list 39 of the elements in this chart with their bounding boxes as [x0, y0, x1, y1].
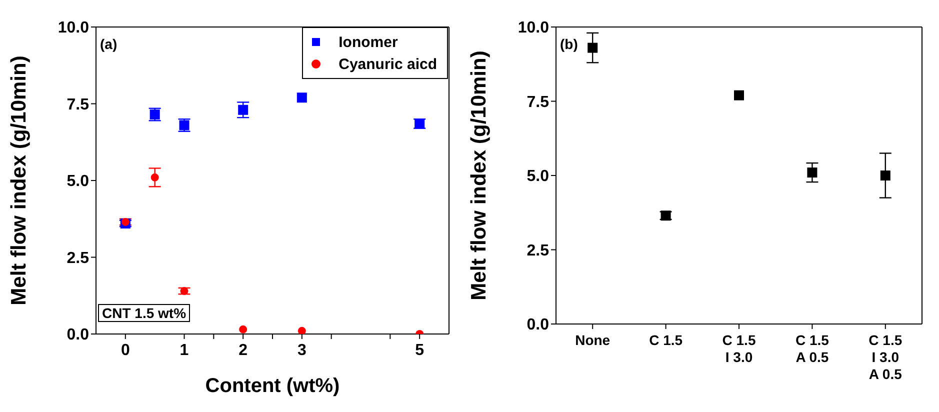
- y-tick-label: 7.5: [66, 96, 90, 114]
- point: [880, 170, 890, 180]
- y-tick-label: 0.0: [526, 316, 550, 334]
- y-tick-label: 2.5: [526, 242, 550, 260]
- legend-label: Ionomer: [338, 34, 398, 50]
- x-tick-label: C 1.5 A 0.5: [795, 332, 830, 365]
- point: [239, 325, 248, 334]
- y-tick-label: 5.0: [66, 173, 90, 190]
- x-tick-label: 5: [415, 342, 424, 359]
- x-tick-label: 1: [180, 342, 189, 359]
- legend-label: Cyanuric aicd: [338, 56, 437, 72]
- point: [734, 90, 744, 100]
- y-tick-label: 5.0: [526, 168, 550, 186]
- point: [238, 104, 248, 115]
- y-tick-label: 10.0: [518, 20, 550, 37]
- point: [807, 168, 818, 178]
- point: [121, 218, 130, 226]
- annotation: CNT 1.5 wt%: [98, 304, 190, 322]
- point: [150, 173, 159, 182]
- y-tick-label: 7.5: [526, 94, 550, 111]
- annotation: (b): [560, 36, 578, 52]
- x-tick-label: C 1.5 I 3.0 A 0.5: [868, 332, 902, 382]
- y-tick-label: 0.0: [66, 326, 90, 344]
- y-tick-label: 10.0: [58, 20, 90, 37]
- point: [180, 287, 188, 296]
- y-axis-title: Melt flow index (g/10min): [467, 50, 490, 300]
- point: [296, 92, 307, 103]
- point: [588, 42, 598, 53]
- x-axis-title: Content (wt%): [205, 375, 340, 397]
- x-tick-label: 0: [120, 342, 130, 359]
- x-tick-label: 3: [297, 342, 306, 359]
- y-axis-title: Melt flow index (g/10min): [7, 56, 30, 306]
- x-tick-label: None: [575, 332, 610, 348]
- x-tick-label: C 1.5: [649, 332, 683, 348]
- y-tick-label: 2.5: [66, 250, 90, 267]
- point: [298, 326, 306, 334]
- x-tick-label: C 1.5 I 3.0: [722, 332, 756, 365]
- x-tick-label: 2: [238, 342, 248, 359]
- annotation: (a): [100, 36, 118, 52]
